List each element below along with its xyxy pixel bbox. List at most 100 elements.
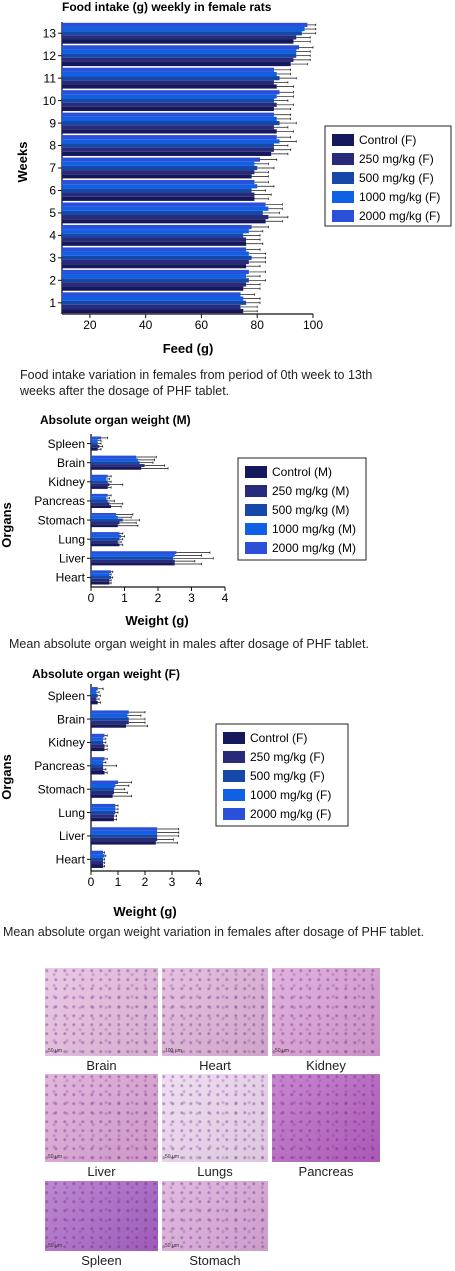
histology-tile: 50 µm Brain [45, 968, 158, 1073]
bar [91, 502, 110, 506]
tile-label: Pancreas [298, 1164, 354, 1179]
bar [91, 483, 110, 487]
y-axis-label: Organs [0, 754, 14, 800]
bar [91, 496, 107, 500]
y-tick-label: Heart [56, 853, 86, 867]
y-tick-label: Kidney [48, 475, 85, 489]
bar [91, 524, 118, 528]
bar [91, 573, 110, 577]
tile-label: Heart [199, 1058, 231, 1073]
female-organ-caption: Mean absolute organ weight variation in … [3, 925, 425, 939]
bar [91, 783, 116, 788]
bar [91, 817, 114, 822]
y-tick-label: 7 [49, 161, 56, 175]
scale-bar: 50 µm [165, 1154, 179, 1160]
bar [91, 537, 120, 541]
legend-label: Control (M) [272, 465, 332, 479]
bar [62, 202, 266, 207]
tile-label: Lungs [197, 1164, 233, 1179]
y-tick-label: 6 [49, 184, 56, 198]
y-tick-label: Kidney [48, 736, 85, 750]
x-tick-label: 80 [251, 318, 265, 332]
legend-swatch [332, 172, 354, 184]
bar [62, 184, 258, 189]
bar [91, 474, 108, 478]
bar [91, 444, 100, 448]
bar [91, 717, 129, 721]
bar [91, 570, 112, 574]
x-tick-label: 1 [121, 591, 128, 605]
legend-label: Control (F) [359, 133, 416, 147]
bar [91, 543, 120, 547]
bar [91, 827, 158, 831]
bar [62, 71, 277, 77]
x-axis-label: Feed (g) [163, 341, 214, 356]
bar [62, 309, 244, 314]
bar [91, 466, 142, 470]
bar [91, 700, 98, 705]
bar [62, 259, 249, 265]
bar [91, 771, 105, 775]
bar [62, 35, 297, 40]
tile-label: Stomach [189, 1253, 241, 1268]
scale-bar: 50 µm [48, 1243, 62, 1249]
bar [62, 224, 252, 230]
tile-label: Kidney [306, 1058, 346, 1073]
bar [91, 447, 98, 451]
bar [91, 787, 114, 791]
histology-image [162, 1074, 268, 1162]
bar [62, 210, 263, 216]
tile-label: Brain [86, 1058, 117, 1073]
legend-swatch [223, 732, 245, 744]
scale-bar: 50 µm [275, 1048, 289, 1054]
bar [62, 170, 255, 175]
y-tick-label: 11 [44, 71, 57, 85]
bar [62, 67, 274, 72]
scale-bar: 50 µm [48, 1154, 62, 1160]
bar [91, 737, 104, 741]
legend-label: 1000 mg/kg (F) [250, 788, 331, 802]
legend: Control (F) 250 mg/kg (F) 500 mg/kg (F) 100… [215, 723, 349, 827]
y-tick-label: Brain [57, 712, 85, 726]
chart-title: Absolute organ weight (F) [32, 667, 180, 681]
bar [62, 116, 277, 121]
legend-label: 1000 mg/kg (F) [359, 190, 440, 204]
bar [91, 837, 158, 842]
food-intake-chart: Food intake (g) weekly in female rats We… [15, 0, 452, 356]
bar [62, 102, 277, 107]
y-tick-label: Lung [58, 532, 85, 546]
bar [91, 455, 137, 459]
bar [62, 165, 258, 171]
bar [91, 733, 105, 738]
y-tick-label: Liver [59, 829, 85, 843]
bar [62, 84, 277, 89]
y-tick-label: Brain [57, 456, 85, 470]
bar [91, 690, 97, 694]
legend-swatch [223, 770, 245, 782]
bar [91, 576, 112, 579]
bar [91, 857, 104, 862]
legend-label: Control (F) [250, 731, 307, 745]
histology-tile: 100 µm Heart [162, 968, 268, 1073]
bar [62, 196, 255, 201]
bar [91, 807, 116, 811]
legend-swatch [245, 485, 267, 497]
bar [62, 229, 249, 234]
bar [62, 274, 247, 279]
bar [62, 215, 269, 220]
histology-image [162, 1181, 268, 1251]
legend-swatch [245, 504, 267, 516]
x-axis-label: Weight (g) [125, 613, 188, 628]
bar [62, 22, 308, 27]
bar [62, 135, 277, 140]
bar [91, 521, 120, 525]
bar [62, 129, 277, 134]
bar [91, 540, 118, 544]
histology-image [272, 968, 380, 1056]
bar [91, 442, 98, 445]
bar [62, 264, 247, 269]
bar [62, 219, 266, 224]
bar [91, 439, 98, 443]
bar [91, 551, 177, 555]
